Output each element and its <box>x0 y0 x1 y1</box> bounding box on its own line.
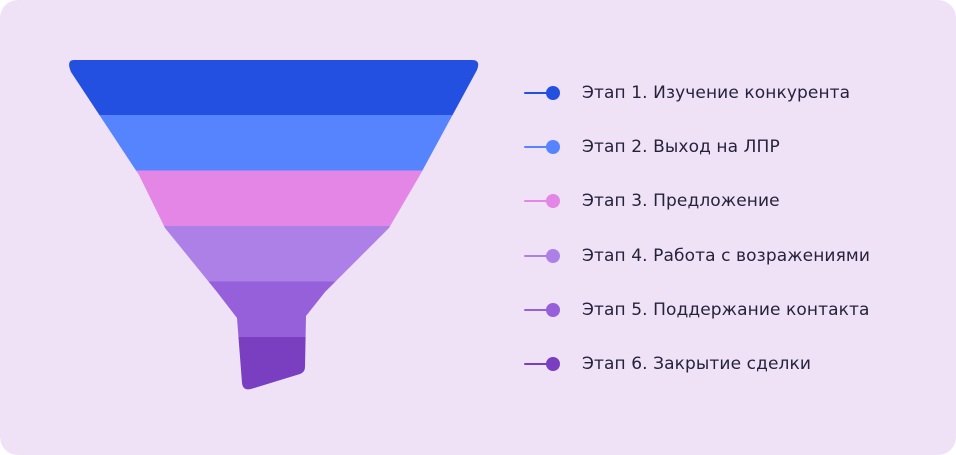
funnel-legend: Этап 1. Изучение конкурента Этап 2. Выхо… <box>524 78 944 403</box>
legend-marker <box>524 349 566 379</box>
legend-item: Этап 6. Закрытие сделки <box>524 349 944 403</box>
legend-marker <box>524 186 566 216</box>
legend-marker <box>524 132 566 162</box>
funnel-stage-1 <box>69 60 479 116</box>
funnel-stage-2 <box>69 115 479 171</box>
legend-label: Этап 4. Работа с возражениями <box>582 245 870 266</box>
legend-label: Этап 6. Закрытие сделки <box>582 353 811 374</box>
legend-label: Этап 5. Поддержание контакта <box>582 299 870 320</box>
legend-marker <box>524 241 566 271</box>
legend-item: Этап 1. Изучение конкурента <box>524 78 944 132</box>
legend-label: Этап 3. Предложение <box>582 191 780 212</box>
legend-label: Этап 1. Изучение конкурента <box>582 83 851 103</box>
legend-item: Этап 4. Работа с возражениями <box>524 241 944 295</box>
legend-marker <box>524 295 566 325</box>
legend-label: Этап 2. Выход на ЛПР <box>582 137 780 158</box>
legend-marker <box>524 78 566 108</box>
legend-item: Этап 2. Выход на ЛПР <box>524 132 944 186</box>
legend-item: Этап 5. Поддержание контакта <box>524 295 944 349</box>
legend-item: Этап 3. Предложение <box>524 186 944 240</box>
